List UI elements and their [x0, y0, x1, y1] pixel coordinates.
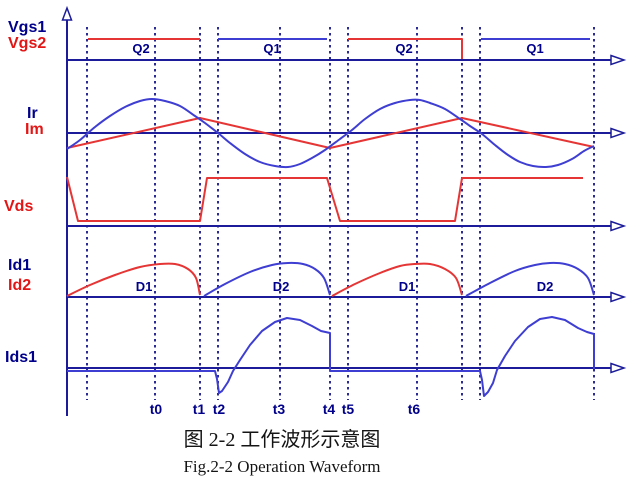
- waveform-im-triangle: [66, 117, 595, 149]
- interval-label-q2-2: Q2: [395, 41, 413, 56]
- signal-label-ids1: Ids1: [5, 349, 38, 366]
- interval-label-d2-7: D2: [536, 279, 554, 294]
- time-label-t4: t4: [322, 401, 336, 417]
- signal-label-vgs1: Vgs1: [8, 19, 47, 36]
- axis-arrow-vgs: [610, 54, 627, 66]
- time-label-t2: t2: [212, 401, 226, 417]
- waveform-ir-sine: [66, 98, 595, 169]
- waveform-id2-hump-1: [203, 261, 331, 297]
- time-label-t0: t0: [149, 401, 163, 417]
- waveform-ids1-wave: [67, 316, 595, 397]
- signal-label-im: Im: [25, 121, 44, 138]
- interval-label-q2-0: Q2: [132, 41, 150, 56]
- time-label-t6: t6: [407, 401, 421, 417]
- signal-label-ir: Ir: [27, 105, 38, 122]
- axis-arrow-ir-im: [610, 127, 627, 139]
- caption-english: Fig.2-2 Operation Waveform: [183, 457, 381, 476]
- caption-chinese: 图 2-2 工作波形示意图: [183, 429, 381, 451]
- signal-label-vds: Vds: [4, 198, 34, 215]
- axis-arrow-id1-id2: [610, 291, 627, 303]
- signal-label-vgs2: Vgs2: [8, 35, 47, 52]
- interval-label-d2-5: D2: [272, 279, 290, 294]
- signal-label-id1: Id1: [8, 257, 32, 274]
- interval-label-d1-6: D1: [398, 279, 416, 294]
- waveform-id1-hump-2: [331, 262, 463, 297]
- axis-arrow-ids1: [610, 362, 627, 374]
- time-label-t1: t1: [192, 401, 206, 417]
- time-label-t5: t5: [341, 401, 355, 417]
- waveform-id2-hump-2: [465, 261, 595, 297]
- waveform-id1-hump-1: [66, 262, 201, 297]
- signal-label-id2: Id2: [8, 277, 32, 294]
- axis-arrow-vds: [610, 220, 627, 232]
- vertical-axis-arrow: [61, 5, 73, 21]
- waveform-diagram: [61, 5, 627, 416]
- waveform-vgs2-q2-pulse-2: [348, 38, 463, 59]
- time-label-t3: t3: [272, 401, 286, 417]
- interval-label-q1-3: Q1: [526, 41, 544, 56]
- waveform-vds-wave: [66, 176, 583, 222]
- interval-label-q1-1: Q1: [263, 41, 281, 56]
- interval-label-d1-4: D1: [135, 279, 153, 294]
